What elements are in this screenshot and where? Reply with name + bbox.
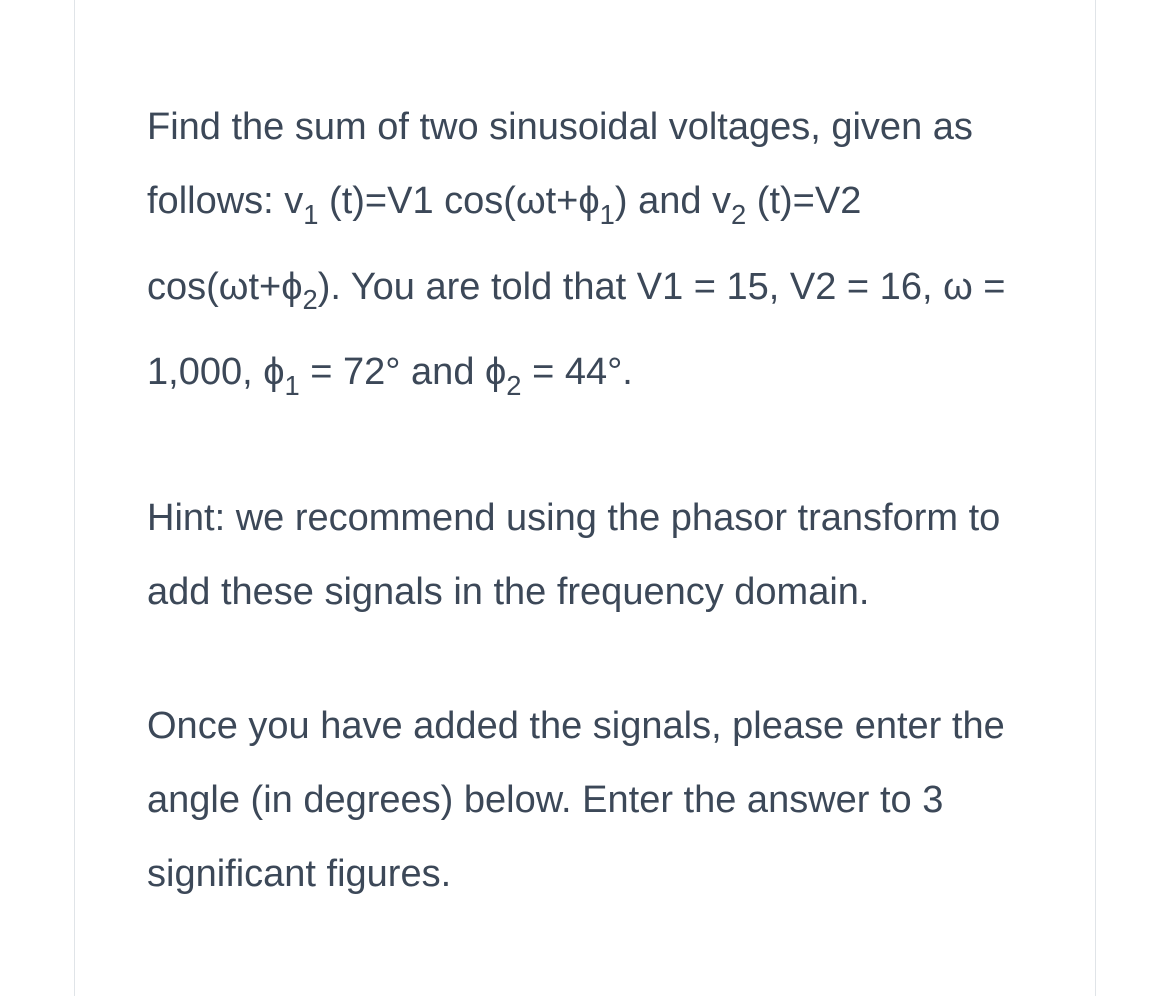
question-paragraph-1: Find the sum of two sinusoidal voltages,… [147,90,1035,421]
text-run: = 72° and ϕ [300,351,507,393]
subscript-text: 2 [303,284,318,315]
text-run: = 44°. [522,351,633,393]
text-run: Hint: we recommend using the phasor tran… [147,497,1000,613]
subscript-text: 1 [285,370,300,401]
question-text: Find the sum of two sinusoidal voltages,… [147,90,1035,911]
text-run: ) and v [615,180,731,222]
text-run: (t)=V1 cos(ωt+ϕ [319,180,600,222]
subscript-text: 1 [600,199,615,230]
subscript-text: 2 [731,199,746,230]
question-paragraph-2: Hint: we recommend using the phasor tran… [147,481,1035,629]
question-card: Find the sum of two sinusoidal voltages,… [74,0,1096,996]
subscript-text: 1 [303,199,318,230]
subscript-text: 2 [506,370,521,401]
question-paragraph-3: Once you have added the signals, please … [147,689,1035,911]
text-run: Once you have added the signals, please … [147,705,1005,895]
